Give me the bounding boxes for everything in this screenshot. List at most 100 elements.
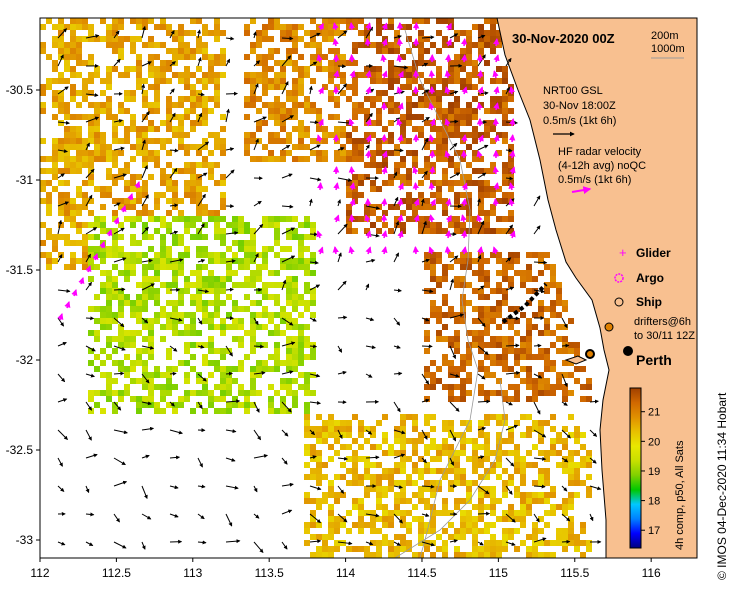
sst-pixel [82, 162, 88, 168]
sst-pixel [178, 216, 184, 222]
gsl-arrow [57, 254, 63, 263]
gsl-arrow [589, 429, 598, 437]
sst-pixel [58, 120, 64, 126]
sst-pixel [442, 204, 448, 210]
sst-pixel [244, 138, 250, 144]
gsl-arrow [337, 177, 353, 182]
sst-pixel [220, 126, 226, 132]
sst-pixel [202, 276, 208, 282]
sst-pixel [334, 66, 340, 72]
sst-pixel [382, 156, 388, 162]
sst-pixel [520, 276, 526, 282]
gsl-arrow [281, 341, 296, 347]
sst-pixel [274, 114, 280, 120]
sst-pixel [136, 330, 142, 336]
sst-pixel [202, 72, 208, 78]
sst-pixel [88, 198, 94, 204]
sst-pixel [346, 228, 352, 234]
sst-pixel [322, 492, 328, 498]
gsl-arrow [141, 485, 148, 500]
sst-pixel [208, 336, 214, 342]
sst-pixel [274, 156, 280, 162]
sst-pixel [262, 294, 268, 300]
sst-pixel [76, 228, 82, 234]
sst-pixel [544, 456, 550, 462]
gsl-arrow [477, 144, 489, 151]
gsl-arrow [57, 86, 69, 95]
sst-pixel [94, 72, 100, 78]
sst-pixel [112, 18, 118, 24]
sst-pixel [466, 282, 472, 288]
sst-pixel [184, 372, 190, 378]
sst-pixel [298, 348, 304, 354]
gsl-arrow [225, 169, 235, 179]
sst-pixel [514, 384, 520, 390]
gsl-arrow [141, 283, 155, 291]
sst-pixel [388, 24, 394, 30]
sst-pixel [454, 396, 460, 402]
sst-pixel [376, 72, 382, 78]
sst-pixel [406, 180, 412, 186]
sst-pixel [508, 210, 514, 216]
sst-pixel [268, 66, 274, 72]
sst-pixel [232, 378, 238, 384]
sst-pixel [202, 24, 208, 30]
gsl-arrow [85, 34, 100, 39]
sst-pixel [190, 282, 196, 288]
sst-pixel [256, 72, 262, 78]
sst-pixel [190, 366, 196, 372]
sst-pixel [88, 210, 94, 216]
sst-pixel [520, 414, 526, 420]
sst-pixel [238, 264, 244, 270]
sst-pixel [244, 72, 250, 78]
land-mass [496, 18, 697, 558]
sst-pixel [442, 144, 448, 150]
sst-pixel [562, 300, 568, 306]
sst-pixel [178, 402, 184, 408]
sst-pixel [274, 312, 280, 318]
sst-pixel [334, 432, 340, 438]
sst-pixel [220, 30, 226, 36]
gsl-arrow [421, 513, 430, 517]
sst-pixel [226, 312, 232, 318]
gsl-arrow [365, 345, 376, 350]
sst-pixel [502, 540, 508, 546]
sst-pixel [262, 324, 268, 330]
sst-pixel [328, 420, 334, 426]
sst-pixel [310, 522, 316, 528]
sst-pixel [220, 252, 226, 258]
sst-pixel [310, 468, 316, 474]
sst-pixel [328, 36, 334, 42]
sst-pixel [328, 30, 334, 36]
sst-pixel [406, 150, 412, 156]
sst-pixel [490, 342, 496, 348]
sst-pixel [88, 150, 94, 156]
sst-pixel [496, 282, 502, 288]
sst-pixel [220, 324, 226, 330]
sst-pixel [292, 348, 298, 354]
sst-pixel [448, 114, 454, 120]
sst-pixel [178, 198, 184, 204]
sst-pixel [52, 24, 58, 30]
sst-pixel [202, 264, 208, 270]
sst-pixel [346, 84, 352, 90]
sst-pixel [424, 216, 430, 222]
sst-pixel [376, 504, 382, 510]
sst-pixel [214, 132, 220, 138]
sst-pixel [142, 42, 148, 48]
sst-pixel [184, 222, 190, 228]
sst-pixel [448, 186, 454, 192]
sst-pixel [502, 366, 508, 372]
sst-pixel [64, 216, 70, 222]
sst-pixel [382, 222, 388, 228]
sst-pixel [250, 336, 256, 342]
sst-pixel [142, 372, 148, 378]
sst-pixel [256, 366, 262, 372]
sst-pixel [130, 96, 136, 102]
sst-pixel [46, 54, 52, 60]
sst-pixel [118, 300, 124, 306]
gsl-arrow [449, 401, 460, 412]
hf-legend-line2: (4-12h avg) noQC [558, 160, 646, 172]
sst-pixel [40, 198, 46, 204]
sst-pixel [328, 48, 334, 54]
